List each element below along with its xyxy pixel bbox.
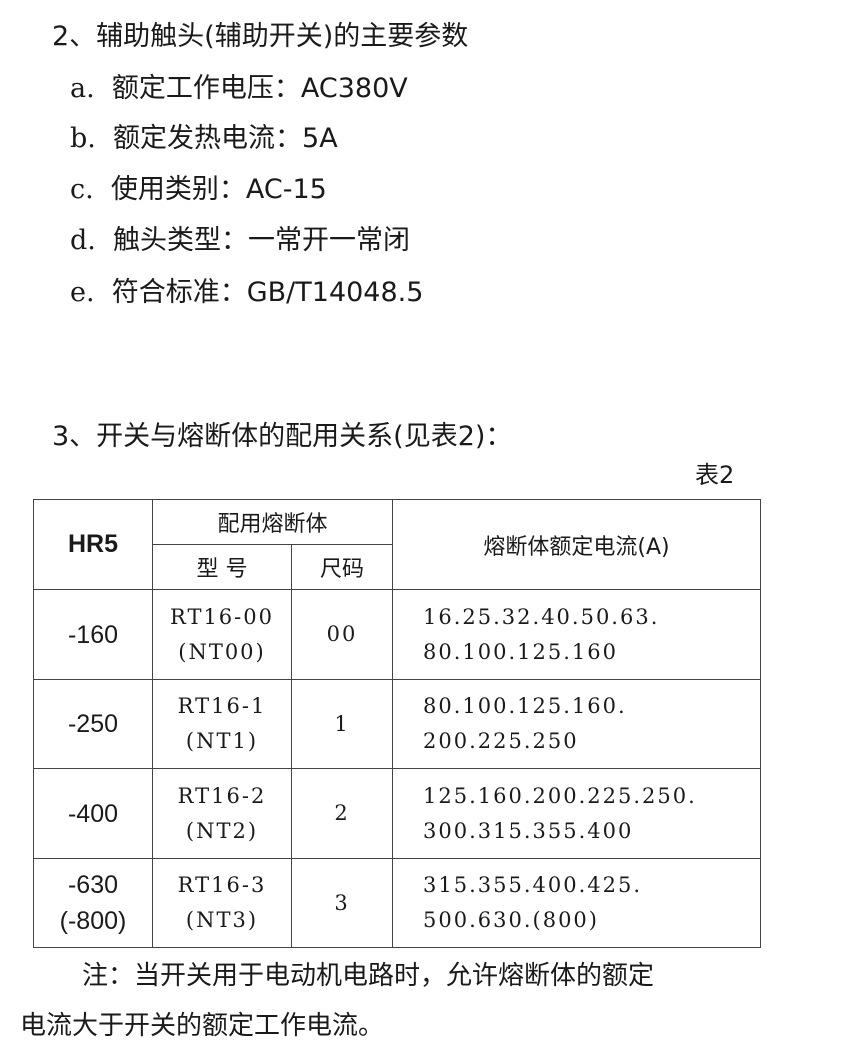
item-text: 符合标准：GB/T14048.5 xyxy=(111,277,424,308)
fuse-type-cell: RT16-00 (NT00) xyxy=(152,589,292,680)
item-text: 使用类别：AC-15 xyxy=(110,174,327,205)
param-item: e. 符合标准：GB/T14048.5 xyxy=(70,276,423,310)
table-row: -160 RT16-00 (NT00) 00 16.25.32.40.50.63.… xyxy=(33,589,761,680)
size-cell: 1 xyxy=(291,679,393,769)
header-model: HR5 xyxy=(33,499,153,590)
current-cell: 80.100.125.160. 200.225.250 xyxy=(392,679,761,769)
fuse-type-cell: RT16-2 (NT2) xyxy=(152,768,292,859)
item-marker: d. xyxy=(70,225,96,256)
model-cell: -630 (-800) xyxy=(33,858,153,948)
item-marker: b. xyxy=(70,123,96,154)
item-text: 触头类型：一常开一常闭 xyxy=(113,225,411,256)
fuse-table: HR5 配用熔断体 熔断体额定电流(A) 型 号 尺码 -160 RT16-00… xyxy=(33,499,761,948)
section3-heading: 3、开关与熔断体的配用关系(见表2)： xyxy=(52,421,513,452)
model-cell: -400 xyxy=(33,768,153,859)
current-cell: 16.25.32.40.50.63. 80.100.125.160 xyxy=(392,589,761,680)
item-text: 额定发热电流：5A xyxy=(113,123,338,154)
item-text: 额定工作电压：AC380V xyxy=(111,73,408,104)
header-fuse-group: 配用熔断体 xyxy=(152,499,393,545)
header-current: 熔断体额定电流(A) xyxy=(392,499,761,590)
fuse-type-cell: RT16-1 (NT1) xyxy=(152,679,292,769)
param-item: c. 使用类别：AC-15 xyxy=(70,173,327,207)
model-cell: -250 xyxy=(33,679,153,769)
item-marker: c. xyxy=(70,174,94,205)
current-cell: 315.355.400.425. 500.630.(800) xyxy=(392,858,761,948)
table-row: -400 RT16-2 (NT2) 2 125.160.200.225.250. 3… xyxy=(33,768,761,859)
header-type: 型 号 xyxy=(152,544,292,590)
param-item: a. 额定工作电压：AC380V xyxy=(70,72,408,106)
fuse-type-cell: RT16-3 (NT3) xyxy=(152,858,292,948)
param-item: b. 额定发热电流：5A xyxy=(70,122,338,156)
table-label: 表2 xyxy=(695,461,735,489)
header-size: 尺码 xyxy=(291,544,393,590)
item-marker: a. xyxy=(70,73,95,104)
size-cell: 3 xyxy=(291,858,393,948)
table-row: -250 RT16-1 (NT1) 1 80.100.125.160. 200.22… xyxy=(33,679,761,769)
current-cell: 125.160.200.225.250. 300.315.355.400 xyxy=(392,768,761,859)
note-line-1: 注：当开关用于电动机电路时，允许熔断体的额定 xyxy=(82,961,655,991)
section2-heading: 2、辅助触头(辅助开关)的主要参数 xyxy=(52,21,469,52)
param-item: d. 触头类型：一常开一常闭 xyxy=(70,224,410,258)
model-cell: -160 xyxy=(33,589,153,680)
size-cell: 00 xyxy=(291,589,393,680)
size-cell: 2 xyxy=(291,768,393,859)
table-row: -630 (-800) RT16-3 (NT3) 3 315.355.400.425… xyxy=(33,858,761,948)
note-line-2: 电流大于开关的额定工作电流。 xyxy=(20,1011,385,1041)
item-marker: e. xyxy=(70,277,95,308)
